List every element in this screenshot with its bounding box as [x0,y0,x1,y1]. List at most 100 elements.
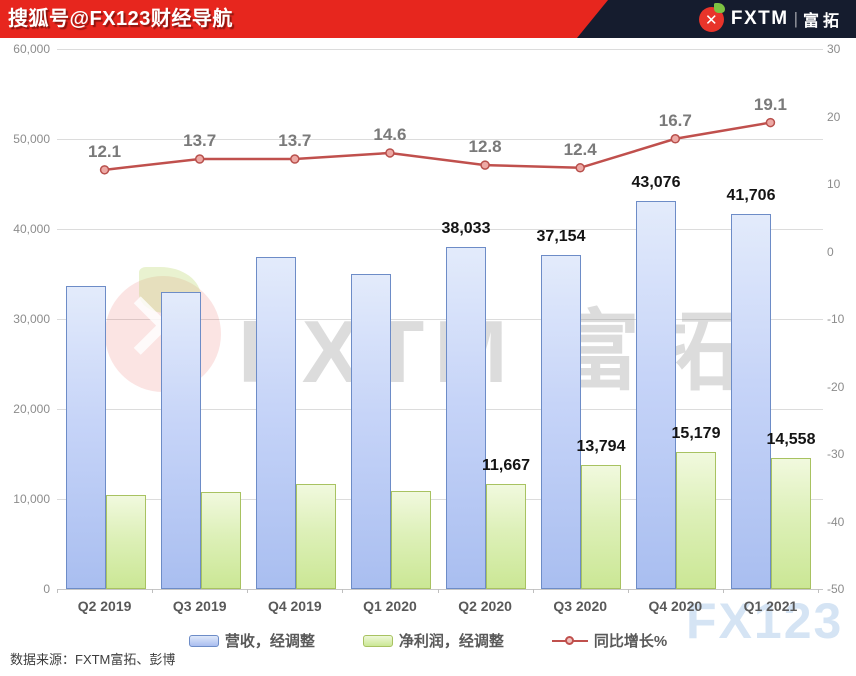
axis-tick [152,589,153,593]
secondary-axis-tick-label: -20 [827,379,845,394]
line-data-label: 12.8 [468,137,502,157]
line-point-marker [575,163,585,173]
gridline [57,48,823,50]
secondary-axis-tick-label: 10 [827,177,841,191]
bar-data-label: 41,706 [726,186,776,204]
brand-logo: ✕ FXTM | 富拓 [698,0,843,38]
bar-data-label: 43,076 [631,174,681,192]
line-data-label: 16.7 [658,110,692,130]
bar-revenue [351,274,391,589]
axis-tick [438,589,439,593]
legend: 营收，经调整 净利润，经调整 同比增长% [0,630,856,651]
secondary-axis-tick-label: 20 [827,109,841,124]
bar-revenue [446,246,486,589]
x-axis-label: Q2 2019 [77,598,132,614]
bar-data-label: 13,794 [576,437,626,455]
y-axis-tick-label: 40,000 [13,222,50,236]
legend-label-netprofit: 净利润，经调整 [398,633,504,650]
bar-data-label: 11,667 [481,456,531,474]
bar-netprofit [296,484,336,589]
line-data-label: 13.7 [183,131,217,151]
brand-divider: | [793,9,798,28]
bar-data-label: 37,154 [536,227,586,245]
bar-data-label: 14,558 [766,430,816,448]
line-data-label: 14.6 [373,124,407,144]
axis-tick [628,589,629,593]
gridline [57,588,823,590]
bar-netprofit [486,483,526,589]
x-axis-label: Q2 2020 [458,598,512,614]
bar-revenue [636,201,676,589]
fxtm-logo-icon: ✕ [698,2,725,32]
y-axis-tick-label: 60,000 [13,42,50,56]
bar-netprofit [201,491,241,589]
line-data-label: 12.4 [563,139,597,159]
bar-netprofit [676,452,716,589]
header-bar: 搜狐号@FX123财经导航 ✕ FXTM | 富拓 [0,0,856,38]
watermark-fx123: FX123 [686,593,844,649]
line-point-marker [385,148,395,158]
secondary-axis-tick-label: -10 [827,312,845,326]
x-axis-label: Q4 2019 [267,598,322,614]
line-point-marker [480,160,490,170]
bar-netprofit [581,464,621,589]
line-point-marker [290,154,300,164]
bar-data-label: 38,033 [441,219,491,237]
secondary-axis-tick-label: -30 [827,447,845,461]
gridline [57,498,823,500]
axis-tick [247,589,248,593]
x-axis-label: Q1 2021 [743,598,798,614]
brand-name: FXTM [730,8,789,29]
legend-line-marker-icon [551,635,588,645]
line-data-label: 12.1 [88,141,122,161]
axis-tick [342,589,343,593]
secondary-axis-tick-label: -50 [827,582,845,596]
secondary-axis-tick-label: 30 [827,42,841,56]
legend-item-revenue: 营收，经调整 [188,630,315,651]
x-axis-label: Q3 2020 [553,598,608,614]
x-axis-label: Q4 2020 [648,598,703,614]
bar-netprofit [771,457,811,589]
line-data-label: 19.1 [753,94,787,114]
bar-revenue [66,285,106,589]
bar-netprofit [106,494,146,589]
legend-item-yoy-growth: 同比增长% [551,630,668,651]
line-point-marker [765,117,776,128]
x-mark-icon: ✕ [705,11,718,29]
legend-label-yoy-growth: 同比增长% [593,633,668,650]
bar-revenue [161,291,201,589]
brand-name-cn: 富拓 [802,13,843,30]
axis-tick [533,589,534,593]
x-axis-label: Q1 2020 [363,598,417,614]
y-axis-tick-label: 50,000 [13,132,50,146]
bar-data-label: 15,179 [671,425,721,443]
x-axis-label: Q3 2019 [172,598,227,614]
leaf-icon [713,2,725,13]
legend-label-revenue: 营收，经调整 [224,633,315,650]
legend-swatch-revenue [188,634,219,647]
line-point-marker [99,165,110,175]
line-data-label: 13.7 [278,131,312,151]
secondary-axis-tick-label: -40 [827,514,845,529]
y-axis-tick-label: 0 [43,582,50,596]
line-point-marker [194,154,205,164]
bar-netprofit [391,491,431,589]
source-note: 数据来源：FXTM富拓、彭博 [10,652,176,667]
legend-swatch-netprofit [362,634,393,647]
y-axis-tick-label: 20,000 [13,402,50,416]
axis-tick [818,589,819,593]
y-axis-tick-label: 10,000 [13,492,50,506]
gridline [57,228,823,230]
bar-revenue [541,254,581,589]
axis-tick [723,589,724,593]
bar-revenue [256,256,296,589]
header-red-band [0,0,608,38]
bar-revenue [731,213,771,589]
y-axis-tick-label: 30,000 [13,312,50,326]
axis-tick [57,589,58,593]
gridline [57,408,823,410]
gridline [57,318,823,320]
secondary-axis-tick-label: 0 [827,244,834,259]
